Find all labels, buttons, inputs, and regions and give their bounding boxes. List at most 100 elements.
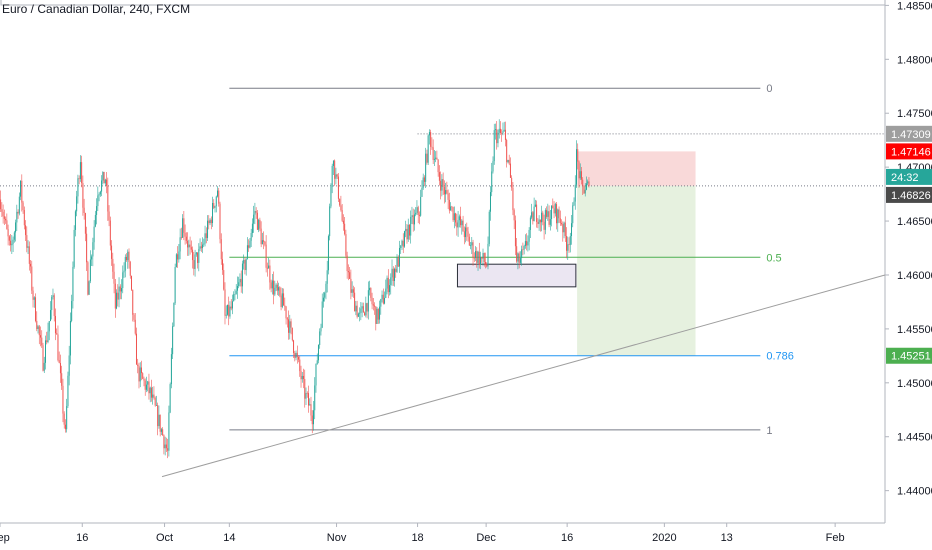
candle-body xyxy=(425,153,427,182)
candle-body xyxy=(41,337,43,346)
candle-body xyxy=(529,217,531,231)
candle-body xyxy=(152,394,154,398)
candle-body xyxy=(475,251,477,258)
candle-body xyxy=(400,245,402,249)
candle-body xyxy=(476,251,478,263)
candle-body xyxy=(163,435,165,449)
candle-body xyxy=(199,246,201,250)
candle-body xyxy=(488,211,490,244)
candle-body xyxy=(527,241,529,246)
candle-body xyxy=(507,159,509,163)
candle-body xyxy=(411,215,413,217)
candle-body xyxy=(557,209,559,224)
candle-body xyxy=(93,226,95,243)
candle-body xyxy=(503,129,505,132)
candle-body xyxy=(522,249,524,251)
y-tick-label: 1.48000 xyxy=(897,54,932,66)
candle-body xyxy=(519,258,521,263)
candle-body xyxy=(445,190,447,195)
candle-body xyxy=(391,268,393,278)
candle-body xyxy=(342,220,344,224)
candle-body xyxy=(426,153,428,163)
candle-body xyxy=(157,405,159,427)
y-tick-label: 1.46000 xyxy=(897,270,932,282)
candle-body xyxy=(317,344,319,361)
candle-body xyxy=(563,222,565,233)
candle-body xyxy=(482,253,484,259)
candle-body xyxy=(212,203,214,224)
candle-body xyxy=(395,268,397,272)
candle-body xyxy=(273,280,275,295)
candle-body xyxy=(377,308,379,320)
candle-body xyxy=(259,219,261,229)
candle-body xyxy=(371,297,373,305)
candle-body xyxy=(443,186,445,195)
candle-body xyxy=(53,295,55,316)
candle-body xyxy=(155,405,157,406)
candle-body xyxy=(177,254,179,260)
x-tick-label: 14 xyxy=(223,532,235,544)
candle-body xyxy=(82,183,84,208)
candle-body xyxy=(374,305,376,307)
candles-group xyxy=(0,119,590,459)
candle-body xyxy=(112,258,114,272)
candle-body xyxy=(225,314,227,316)
candle-body xyxy=(102,171,104,181)
candle-body xyxy=(128,251,130,262)
candle-body xyxy=(455,213,457,223)
candle-body xyxy=(103,171,105,184)
candle-body xyxy=(269,265,271,283)
price-tag: 1.46826 xyxy=(886,186,932,203)
candle-body xyxy=(165,444,167,449)
candle-body xyxy=(448,199,450,211)
candle-body xyxy=(360,308,362,313)
candle-body xyxy=(173,302,175,327)
candle-body xyxy=(162,429,164,436)
candle-body xyxy=(219,203,221,240)
candle-body xyxy=(491,171,493,193)
candle-body xyxy=(133,314,135,320)
candle-body xyxy=(167,448,169,451)
candle-body xyxy=(263,240,265,242)
candle-body xyxy=(575,149,577,185)
candle-body xyxy=(329,206,331,237)
candle-body xyxy=(106,179,108,186)
candle-body xyxy=(283,293,285,306)
candle-body xyxy=(94,214,96,227)
candle-body xyxy=(30,263,32,267)
candle-body xyxy=(512,187,514,211)
candle-body xyxy=(410,216,412,236)
candle-body xyxy=(471,242,473,246)
candle-body xyxy=(2,211,4,217)
candle-body xyxy=(268,265,270,269)
candle-body xyxy=(406,228,408,240)
candle-body xyxy=(239,278,241,283)
candle-body xyxy=(462,220,464,232)
candle-body xyxy=(295,352,297,358)
candle-body xyxy=(264,241,266,245)
candle-body xyxy=(111,245,113,259)
trendline xyxy=(161,274,886,478)
candle-body xyxy=(588,181,590,186)
candle-body xyxy=(453,213,455,221)
x-tick-label: 2020 xyxy=(652,532,676,544)
candle-body xyxy=(59,362,61,374)
candle-body xyxy=(271,280,273,289)
candle-body xyxy=(145,384,147,390)
candle-body xyxy=(234,294,236,295)
x-tick-label: 16 xyxy=(561,532,573,544)
candle-body xyxy=(221,259,223,271)
candle-body xyxy=(230,306,232,309)
candle-body xyxy=(99,191,101,195)
y-tick-label: 1.45500 xyxy=(897,324,932,336)
candle-body xyxy=(458,216,460,221)
candle-body xyxy=(284,305,286,307)
candle-body xyxy=(309,404,311,406)
candle-body xyxy=(381,294,383,300)
candle-body xyxy=(255,211,257,213)
candle-body xyxy=(127,251,129,261)
candle-body xyxy=(79,162,81,180)
candle-body xyxy=(266,267,268,269)
candle-body xyxy=(233,294,235,302)
